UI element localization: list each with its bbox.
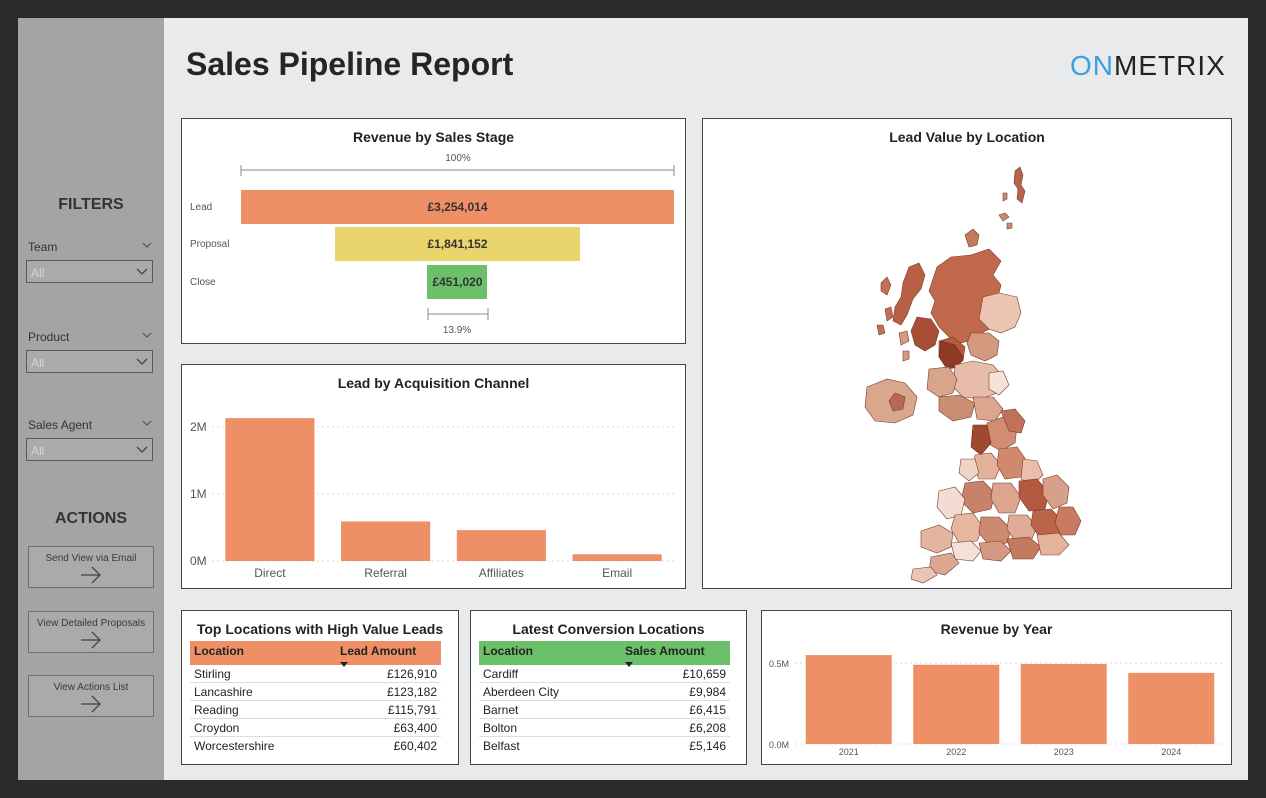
bar-2022[interactable] — [913, 664, 1000, 744]
chevron-down-icon — [136, 268, 148, 275]
funnel-top-bracket — [240, 165, 675, 176]
report-canvas: Sales Pipeline Report ONMETRIX Revenue b… — [164, 18, 1248, 780]
lead-by-channel-card[interactable]: Lead by Acquisition Channel 0M 1M 2M Direct… — [181, 364, 686, 589]
x-tick-label: 2023 — [1054, 747, 1074, 757]
view-actions-list-label: View Actions List — [53, 682, 129, 693]
lead-value-map-title: Lead Value by Location — [889, 129, 1045, 145]
x-tick-label: Email — [602, 566, 632, 580]
table-row[interactable]: Worcestershire £60,402 — [194, 739, 437, 753]
y-tick-label: 1M — [190, 487, 207, 501]
sales-amount-column-header[interactable]: Sales Amount — [625, 644, 730, 667]
revenue-by-stage-title: Revenue by Sales Stage — [352, 129, 515, 145]
funnel-label-proposal: Proposal — [190, 239, 230, 250]
table-row[interactable]: Croydon £63,400 — [190, 719, 441, 737]
revenue-by-year-chart: 0.0M 0.5M 2021 2022 2023 2024 — [769, 655, 1225, 757]
location-column-header[interactable]: Location — [194, 644, 244, 658]
product-collapse-chevron-icon[interactable] — [142, 330, 152, 340]
send-view-email-button[interactable]: Send View via Email — [28, 546, 154, 588]
revenue-by-year-card[interactable]: Revenue by Year 0.0M 0.5M 2021 2022 2023 2024 — [761, 610, 1232, 765]
team-filter-value: All — [31, 266, 45, 280]
actions-heading: ACTIONS — [55, 510, 127, 527]
chevron-down-icon — [136, 446, 148, 453]
bar-2023[interactable] — [1020, 663, 1107, 744]
bar-2021[interactable] — [805, 655, 892, 744]
view-actions-list-button[interactable]: View Actions List — [28, 675, 154, 717]
x-tick-label: 2021 — [839, 747, 859, 757]
bar-email[interactable] — [572, 554, 662, 561]
filters-sidebar: FILTERS Team All Product All Sales Agent… — [18, 18, 164, 780]
y-tick-label: 0M — [190, 554, 207, 568]
funnel-bottom-bracket — [427, 308, 488, 320]
lead-by-channel-chart: 0M 1M 2M Direct Referral Affiliates Email — [190, 418, 675, 580]
latest-conversions-header: Location Sales Amount — [479, 641, 730, 667]
location-column-header[interactable]: Location — [483, 644, 533, 658]
x-tick-label: Affiliates — [479, 566, 524, 580]
revenue-by-stage-card[interactable]: Revenue by Sales Stage 100% Lead Proposa… — [181, 118, 686, 344]
x-tick-label: 2022 — [946, 747, 966, 757]
sales-agent-collapse-chevron-icon[interactable] — [142, 418, 152, 428]
sort-descending-icon — [625, 662, 633, 667]
product-filter-label: Product — [28, 330, 70, 344]
page-title: Sales Pipeline Report — [186, 46, 514, 82]
filters-heading: FILTERS — [58, 196, 124, 213]
sales-agent-filter-value: All — [31, 444, 45, 458]
bar-referral[interactable] — [341, 521, 431, 561]
team-filter-select[interactable]: All — [26, 260, 153, 283]
y-tick-label: 2M — [190, 420, 207, 434]
latest-conversions-table: Location Sales Amount Cardiff £10,659 Abe… — [479, 641, 730, 755]
lead-by-channel-title: Lead by Acquisition Channel — [337, 375, 530, 391]
arrow-right-icon — [81, 566, 101, 584]
bar-2024[interactable] — [1128, 672, 1215, 744]
onmetrix-logo: ONMETRIX — [1070, 50, 1226, 81]
table-row[interactable]: Belfast £5,146 — [483, 739, 726, 753]
y-tick-label: 0.5M — [769, 659, 789, 669]
product-filter-value: All — [31, 356, 45, 370]
table-row[interactable]: Reading £115,791 — [190, 701, 441, 719]
product-filter-select[interactable]: All — [26, 350, 153, 373]
table-row[interactable]: Stirling £126,910 — [190, 665, 441, 683]
revenue-by-year-title: Revenue by Year — [940, 621, 1053, 637]
latest-conversions-card[interactable]: Latest Conversion Locations Location Sal… — [470, 610, 747, 765]
x-tick-label: Direct — [254, 566, 286, 580]
table-row[interactable]: Bolton £6,208 — [479, 719, 730, 737]
x-tick-label: Referral — [364, 566, 407, 580]
table-row[interactable]: Lancashire £123,182 — [190, 683, 441, 701]
uk-choropleth-map[interactable] — [703, 119, 1231, 588]
y-tick-label: 0.0M — [769, 740, 789, 750]
sort-descending-icon — [340, 662, 348, 667]
team-filter-label: Team — [28, 240, 58, 254]
top-locations-title: Top Locations with High Value Leads — [196, 621, 444, 637]
chevron-down-icon — [136, 358, 148, 365]
team-collapse-chevron-icon[interactable] — [142, 240, 152, 250]
funnel-bottom-percent: 13.9% — [442, 325, 472, 336]
top-locations-card[interactable]: Top Locations with High Value Leads Loca… — [181, 610, 459, 765]
table-row[interactable]: Barnet £6,415 — [479, 701, 730, 719]
table-row[interactable]: Aberdeen City £9,984 — [479, 683, 730, 701]
sales-agent-filter-select[interactable]: All — [26, 438, 153, 461]
funnel-bar-close[interactable]: £451,020 — [427, 265, 488, 299]
funnel-label-lead: Lead — [190, 202, 213, 213]
funnel-top-percent: 100% — [445, 153, 471, 164]
sales-agent-filter-label: Sales Agent — [28, 418, 93, 432]
funnel-bar-proposal[interactable]: £1,841,152 — [335, 227, 580, 261]
lead-amount-column-header[interactable]: Lead Amount — [340, 644, 441, 667]
arrow-right-icon — [81, 631, 101, 649]
top-locations-header: Location Lead Amount — [190, 641, 441, 667]
send-view-email-label: Send View via Email — [45, 553, 137, 564]
lead-value-map-card[interactable]: Lead Value by Location — [702, 118, 1232, 589]
x-tick-label: 2024 — [1161, 747, 1181, 757]
bar-affiliates[interactable] — [456, 530, 546, 561]
arrow-right-icon — [81, 695, 101, 713]
funnel-bar-lead[interactable]: £3,254,014 — [241, 190, 674, 224]
funnel-label-close: Close — [190, 277, 216, 288]
view-detailed-proposals-label: View Detailed Proposals — [36, 618, 146, 629]
latest-conversions-title: Latest Conversion Locations — [512, 621, 705, 637]
table-row[interactable]: Cardiff £10,659 — [479, 665, 730, 683]
view-detailed-proposals-button[interactable]: View Detailed Proposals — [28, 611, 154, 653]
top-locations-table: Location Lead Amount Stirling £126,910 La… — [190, 641, 441, 755]
bar-direct[interactable] — [225, 418, 315, 561]
